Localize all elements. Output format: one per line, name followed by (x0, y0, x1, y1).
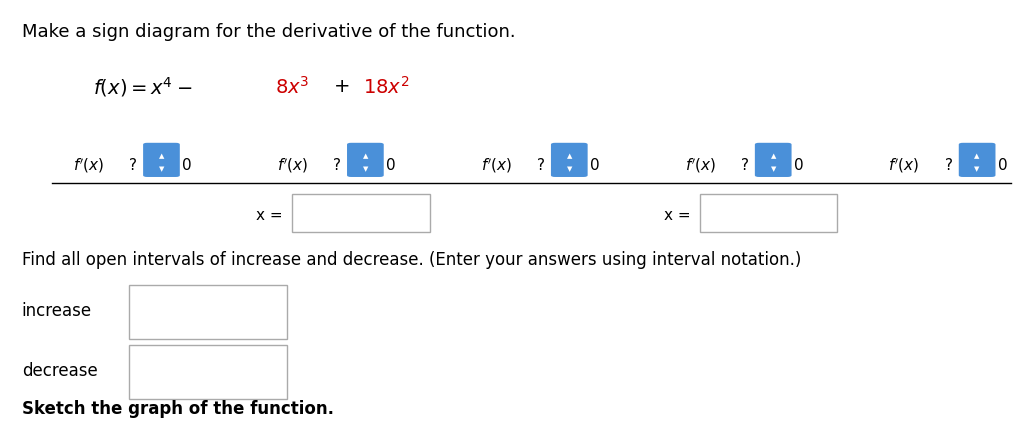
Text: Find all open intervals of increase and decrease. (Enter your answers using inte: Find all open intervals of increase and … (22, 251, 801, 269)
Text: Make a sign diagram for the derivative of the function.: Make a sign diagram for the derivative o… (22, 23, 515, 41)
Text: ?: ? (944, 158, 952, 173)
Text: ▼: ▼ (566, 166, 572, 172)
Text: $18x^2$: $18x^2$ (364, 76, 410, 98)
Text: 0: 0 (590, 158, 599, 173)
Text: ▼: ▼ (362, 166, 368, 172)
Text: x =: x = (256, 208, 283, 222)
Text: x =: x = (665, 208, 691, 222)
Text: $f(x) = x^4 - $: $f(x) = x^4 - $ (93, 75, 193, 99)
Text: ▼: ▼ (159, 166, 164, 172)
Text: ▼: ▼ (770, 166, 776, 172)
Text: $f'(x)$: $f'(x)$ (889, 157, 920, 175)
Text: $f'(x)$: $f'(x)$ (276, 157, 308, 175)
Text: increase: increase (22, 302, 92, 320)
Text: ▲: ▲ (770, 154, 776, 160)
Text: ?: ? (129, 158, 137, 173)
FancyBboxPatch shape (347, 143, 384, 177)
Text: decrease: decrease (22, 362, 97, 380)
FancyBboxPatch shape (129, 286, 287, 339)
Text: ▲: ▲ (975, 154, 980, 160)
Text: $f'(x)$: $f'(x)$ (480, 157, 512, 175)
Text: ?: ? (333, 158, 341, 173)
Text: 0: 0 (794, 158, 803, 173)
FancyBboxPatch shape (129, 345, 287, 399)
Text: ?: ? (537, 158, 545, 173)
Text: ?: ? (740, 158, 749, 173)
FancyBboxPatch shape (699, 194, 838, 232)
Text: 0: 0 (386, 158, 395, 173)
FancyBboxPatch shape (292, 194, 430, 232)
Text: Sketch the graph of the function.: Sketch the graph of the function. (22, 400, 334, 418)
Text: $f'(x)$: $f'(x)$ (73, 157, 104, 175)
Text: ▲: ▲ (566, 154, 572, 160)
Text: 0: 0 (182, 158, 191, 173)
FancyBboxPatch shape (755, 143, 792, 177)
Text: $8x^3$: $8x^3$ (274, 76, 309, 98)
Text: ▼: ▼ (975, 166, 980, 172)
FancyBboxPatch shape (551, 143, 588, 177)
Text: ▲: ▲ (159, 154, 164, 160)
FancyBboxPatch shape (143, 143, 180, 177)
FancyBboxPatch shape (958, 143, 995, 177)
Text: 0: 0 (997, 158, 1008, 173)
Text: $f'(x)$: $f'(x)$ (684, 157, 716, 175)
Text: $ + $: $ + $ (333, 77, 349, 96)
Text: ▲: ▲ (362, 154, 368, 160)
